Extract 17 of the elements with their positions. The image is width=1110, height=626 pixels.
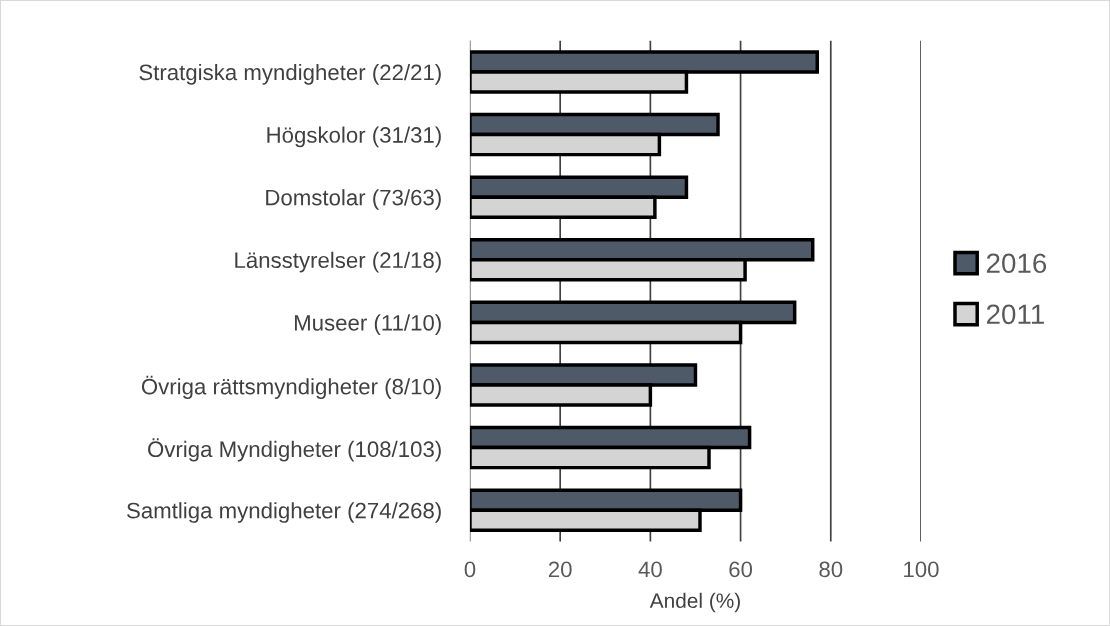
x-tick-label: 100	[904, 561, 939, 578]
x-axis-title: Andel (%)	[649, 592, 740, 613]
y-tick-label: Övriga Myndigheter (108/103)	[148, 438, 441, 462]
y-tick-label: Högskolor (31/31)	[267, 126, 441, 148]
x-tick-label: 0	[464, 561, 476, 578]
x-tick-label: 20	[548, 561, 572, 578]
y-tick-label: Stratgiska myndigheter (22/21)	[139, 63, 441, 85]
legend-label: 2011	[986, 304, 1044, 325]
y-tick-label: Museer (11/10)	[294, 314, 441, 336]
x-tick-label: 80	[819, 561, 843, 578]
x-tick-label: 60	[729, 561, 753, 578]
y-tick-label: Övriga rättsmyndigheter (8/10)	[141, 375, 441, 399]
legend-label: 2016	[986, 253, 1047, 274]
x-tick-label: 40	[638, 561, 662, 578]
y-tick-label: Domstolar (73/63)	[266, 189, 441, 210]
y-tick-label: Samtliga myndigheter (274/268)	[127, 502, 441, 523]
y-tick-label: Länsstyrelser (21/18)	[235, 251, 441, 273]
